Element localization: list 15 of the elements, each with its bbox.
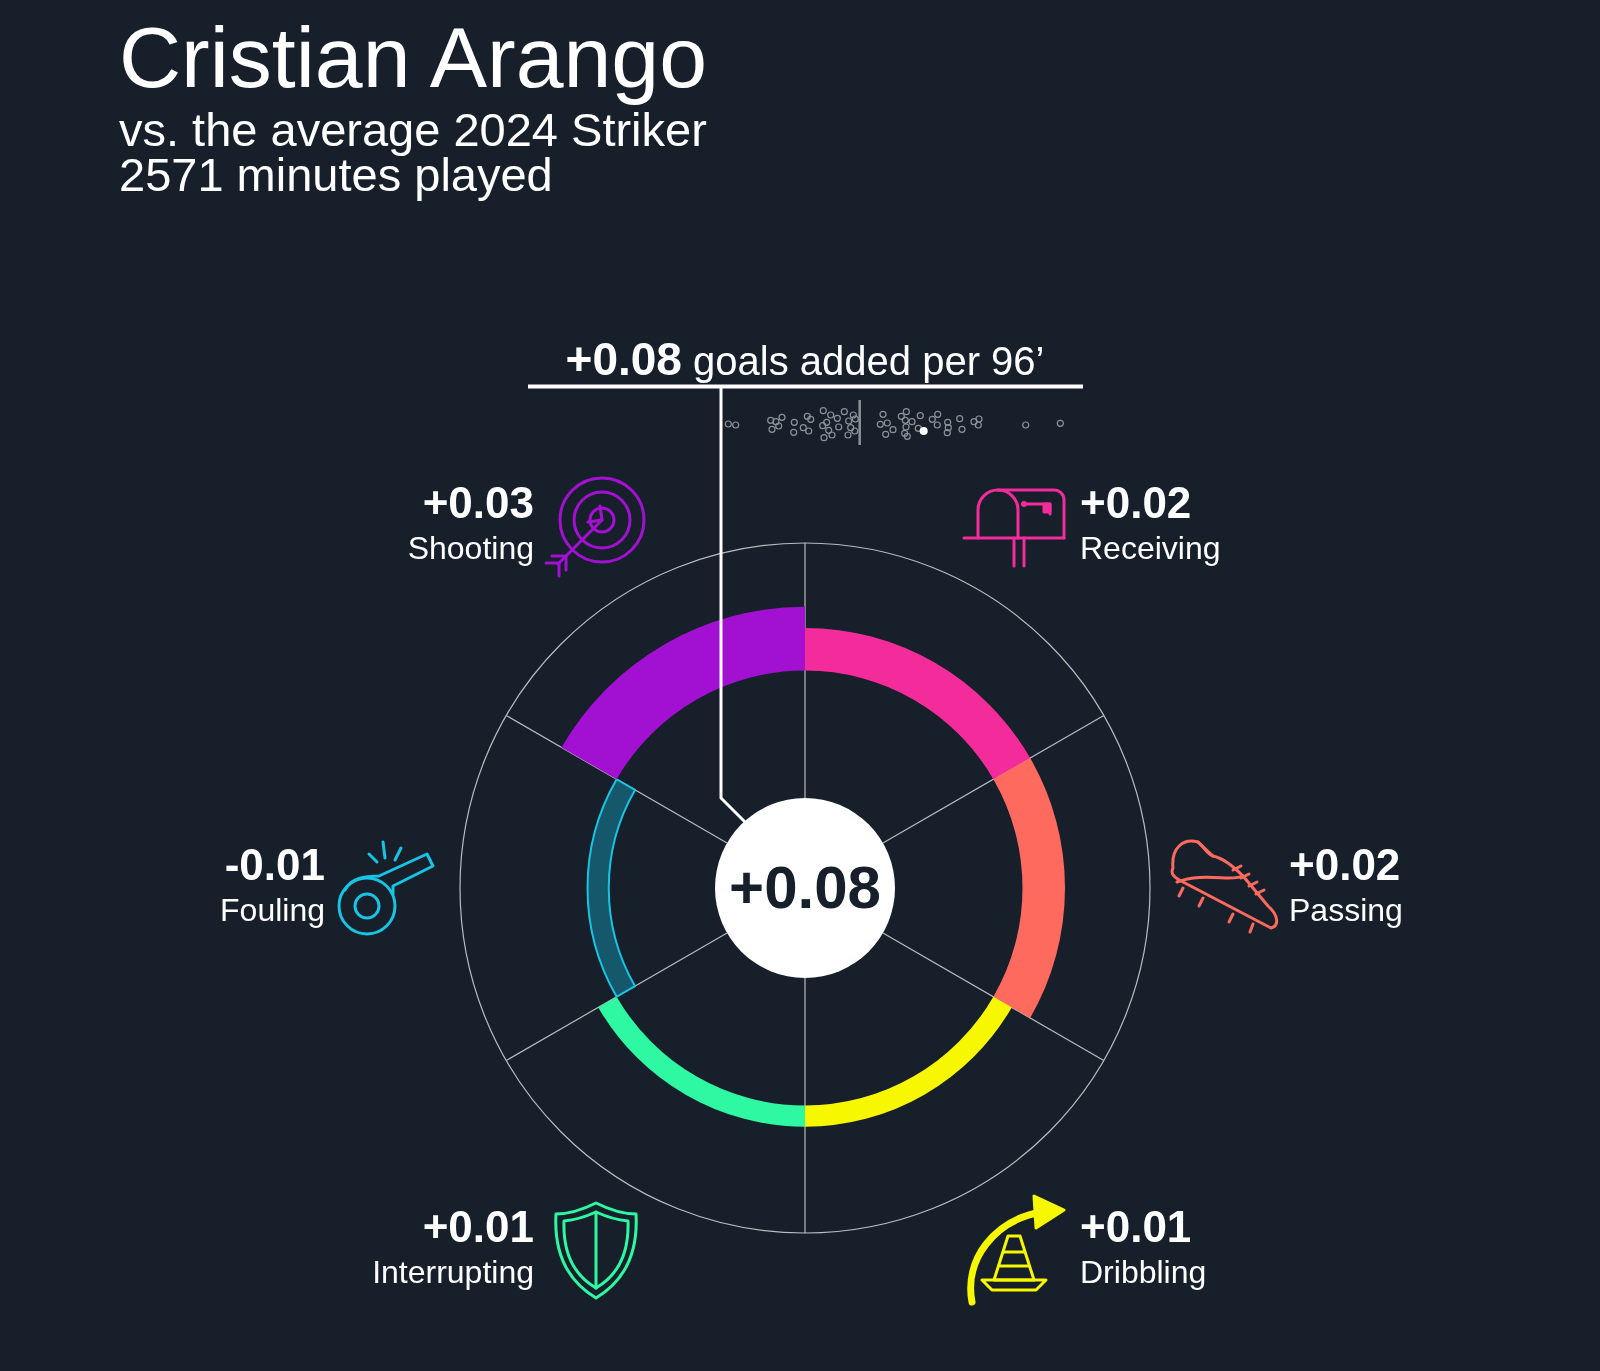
data-label: +0.01 xyxy=(422,1202,534,1251)
category-label: Passing xyxy=(1289,892,1403,928)
category-label: Shooting xyxy=(407,530,534,566)
text: +0.08 goals added per 96’ xyxy=(565,333,1045,385)
data-label: +0.03 xyxy=(422,478,534,527)
data-label: +0.01 xyxy=(1080,1202,1192,1251)
data-label: +0.02 xyxy=(1080,478,1192,527)
category-label: Receiving xyxy=(1080,530,1221,566)
category-label: Interrupting xyxy=(372,1254,534,1290)
text: Cristian Arango xyxy=(119,9,707,105)
data-label: +0.02 xyxy=(1289,840,1401,889)
text: +0.08 xyxy=(729,854,881,921)
data-label: -0.01 xyxy=(224,840,325,889)
category-label: Dribbling xyxy=(1080,1254,1207,1290)
category-label: Fouling xyxy=(220,892,325,928)
